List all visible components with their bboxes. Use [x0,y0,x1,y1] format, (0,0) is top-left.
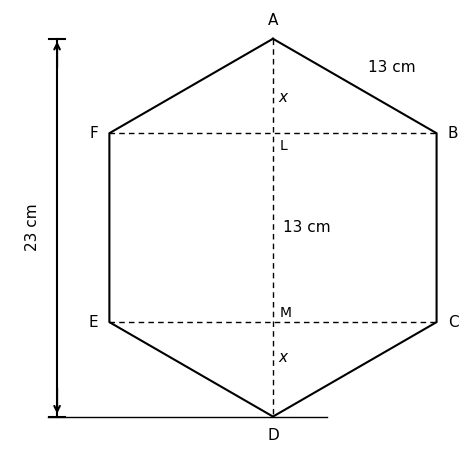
Text: 23 cm: 23 cm [25,204,40,251]
Text: A: A [268,13,278,27]
Text: F: F [90,126,98,141]
Text: L: L [280,139,287,153]
Text: 13 cm: 13 cm [368,60,416,75]
Text: E: E [89,315,98,330]
Text: 13 cm: 13 cm [283,220,330,235]
Text: B: B [448,126,458,141]
Text: D: D [267,428,279,443]
Text: x: x [278,350,287,365]
Text: C: C [448,315,458,330]
Text: x: x [278,91,287,106]
Text: M: M [280,306,292,320]
